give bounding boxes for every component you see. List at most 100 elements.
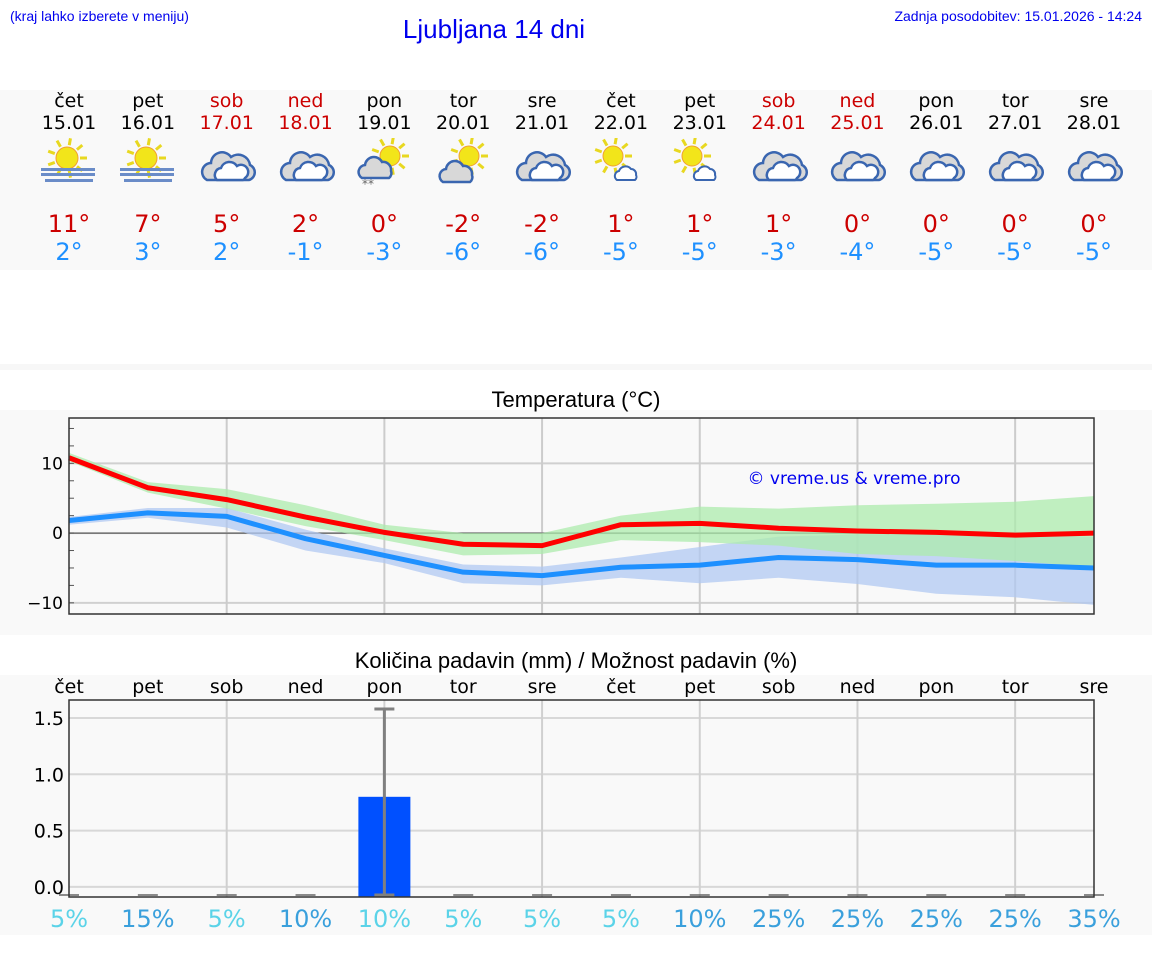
precipitation-chart-title: Količina padavin (mm) / Možnost padavin … <box>354 648 798 673</box>
day-name: čet <box>54 90 84 112</box>
day-column: tor 20.01 -2° -6° <box>423 90 503 266</box>
y-tick-label: 10 <box>41 454 63 474</box>
precipitation-chart: čet pet sob ned pon tor sre čet pet sob ned pon tor s… <box>34 676 1121 933</box>
day-name: ned <box>287 90 324 112</box>
precip-probability: 5% <box>602 905 640 933</box>
max-temp: 0° <box>1001 210 1029 238</box>
day-date: 18.01 <box>278 112 333 134</box>
max-temp: 0° <box>843 210 872 238</box>
precip-probability: 5% <box>50 905 88 933</box>
cloudy-icon <box>752 151 808 182</box>
day-name: ned <box>839 90 876 112</box>
x-day-label: sob <box>762 676 796 698</box>
x-day-label: sre <box>1080 676 1109 698</box>
x-day-label: tor <box>1002 676 1029 698</box>
day-name: čet <box>606 90 636 112</box>
plot-frame <box>68 699 1095 898</box>
max-temp: 1° <box>607 210 635 238</box>
cloudy-icon <box>989 151 1045 182</box>
min-temp: -4° <box>839 238 876 266</box>
x-day-label: tor <box>450 676 477 698</box>
x-day-label: ned <box>840 676 876 698</box>
precip-probability: 25% <box>752 905 805 933</box>
x-day-label: sob <box>210 676 244 698</box>
partly-cloudy-snow-icon: ** <box>357 138 410 188</box>
page-title: Ljubljana 14 dni <box>402 14 586 44</box>
precip-probability: 25% <box>988 905 1041 933</box>
sun-fog-icon <box>41 138 95 182</box>
cloudy-icon <box>910 151 966 182</box>
max-temp: 2° <box>291 210 320 238</box>
precip-probability: 5% <box>444 905 482 933</box>
day-name: sre <box>527 90 557 112</box>
cloudy-icon <box>831 151 887 182</box>
day-date: 21.01 <box>514 112 570 134</box>
min-temp: -3° <box>760 238 797 266</box>
daily-forecast-strip: čet 15.01 11° 2° pet 16.01 7° 3° sob 17.01… <box>0 90 1152 270</box>
x-day-label: pet <box>132 676 163 698</box>
min-temp: 3° <box>134 238 162 266</box>
day-date: 22.01 <box>593 112 649 134</box>
sun-small-cloud-icon <box>594 138 638 181</box>
day-date: 28.01 <box>1066 112 1122 134</box>
last-updated: Zadnja posodobitev: 15.01.2026 - 14:24 <box>894 8 1142 24</box>
max-temp: -2° <box>445 210 482 238</box>
min-temp-line <box>68 510 1095 579</box>
x-day-label: pon <box>367 676 403 698</box>
day-column: pet 16.01 7° 3° <box>108 90 188 266</box>
day-name: pon <box>366 90 403 112</box>
min-temp: -1° <box>287 238 324 266</box>
y-tick-label: 0.5 <box>34 821 64 843</box>
day-date: 26.01 <box>909 112 964 134</box>
min-temp: -6° <box>524 238 561 266</box>
y-tick-label: 1.0 <box>34 764 64 786</box>
min-temp: 2° <box>213 238 241 266</box>
min-temp: -5° <box>997 238 1034 266</box>
sun-fog-icon <box>119 138 174 182</box>
precip-probability: 10% <box>279 905 332 933</box>
max-temp: -2° <box>524 210 561 238</box>
max-temp-band <box>69 452 1094 568</box>
plot-frame <box>68 417 1095 615</box>
precip-probability: 10% <box>358 905 411 933</box>
day-column: pet 23.01 1° -5° <box>660 90 740 266</box>
cloudy-icon <box>200 151 256 182</box>
day-column: čet 22.01 1° -5° <box>581 90 661 266</box>
min-temp: -6° <box>445 238 482 266</box>
day-column: ned 18.01 2° -1° <box>266 90 346 266</box>
temperature-chart: 10 0 −10 © vreme.us & vreme.pro <box>27 417 1095 615</box>
day-date: 16.01 <box>120 112 176 134</box>
temperature-chart-title: Temperatura (°C) <box>491 387 661 412</box>
day-date: 19.01 <box>357 112 412 134</box>
max-temp: 0° <box>922 210 950 238</box>
min-temp: -5° <box>681 238 718 266</box>
day-name: pet <box>132 90 164 112</box>
day-date: 23.01 <box>672 112 727 134</box>
x-day-label: čet <box>606 676 636 698</box>
day-date: 17.01 <box>199 112 254 134</box>
day-name: sob <box>761 90 796 112</box>
day-date: 25.01 <box>830 112 885 134</box>
day-column: pon 26.01 0° -5° <box>896 90 976 266</box>
svg-text:**: ** <box>362 177 374 188</box>
day-date: 15.01 <box>41 112 97 134</box>
min-temp: -3° <box>366 238 403 266</box>
partly-cloudy-icon <box>438 138 489 184</box>
day-column: pon 19.01 ** 0° -3° <box>344 90 424 266</box>
max-temp: 0° <box>1080 210 1108 238</box>
day-name: pon <box>918 90 955 112</box>
day-column: sob 24.01 1° -3° <box>739 90 819 266</box>
y-tick-label: −10 <box>27 594 63 614</box>
max-temp-line <box>68 455 1095 549</box>
precip-probability: 5% <box>208 905 246 933</box>
max-temp: 1° <box>764 210 793 238</box>
max-temp: 5° <box>213 210 241 238</box>
day-name: tor <box>449 90 477 112</box>
day-name: sob <box>209 90 244 112</box>
y-tick-label: 0.0 <box>34 877 64 899</box>
x-day-label: pet <box>684 676 715 698</box>
cloudy-icon <box>279 151 335 182</box>
max-temp: 11° <box>47 210 91 238</box>
precip-probability: 15% <box>121 905 174 933</box>
x-day-label: pon <box>918 676 954 698</box>
